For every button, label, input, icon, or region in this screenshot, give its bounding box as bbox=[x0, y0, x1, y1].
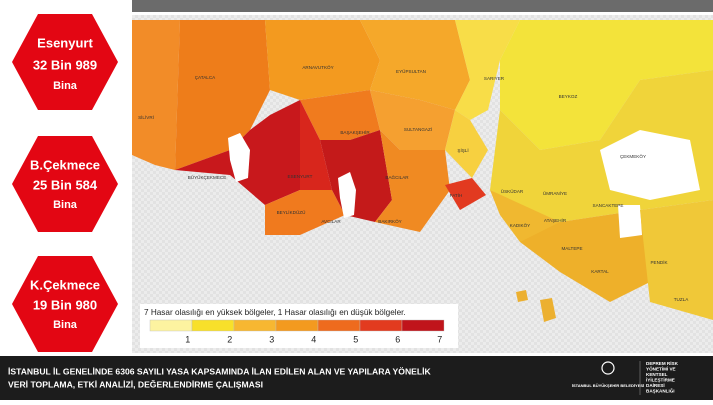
legend-swatch bbox=[359, 319, 403, 332]
badge-unit: Bina bbox=[53, 319, 78, 331]
district-label: FATİH bbox=[450, 192, 463, 198]
legend-level: 4 bbox=[311, 334, 316, 344]
legend-title: 7 Hasar olasılığı en yüksek bölgeler, 1 … bbox=[144, 308, 406, 317]
district bbox=[455, 20, 520, 120]
footer: İSTANBUL İL GENELİNDE 6306 SAYILI YASA K… bbox=[0, 356, 713, 400]
logo-icon bbox=[601, 361, 615, 375]
legend-level: 1 bbox=[185, 334, 190, 344]
district bbox=[265, 190, 345, 235]
legend-swatch bbox=[149, 319, 193, 332]
district-label: SULTANGAZİ bbox=[404, 126, 432, 132]
logo-text: İSTANBUL BÜYÜKŞEHİR BELEDİYESİ bbox=[572, 383, 644, 388]
district-label: BAŞAKŞEHİR bbox=[340, 129, 370, 135]
district-label: SANCAKTEPE bbox=[593, 203, 624, 208]
island bbox=[540, 298, 556, 322]
badge-unit: Bina bbox=[53, 199, 78, 211]
district-label: ATAŞEHİR bbox=[544, 217, 567, 223]
lake bbox=[228, 133, 250, 182]
agency-text: KENTSEL bbox=[646, 372, 668, 377]
district-label: BEYKOZ bbox=[559, 94, 578, 99]
district-label: PENDİK bbox=[650, 259, 668, 265]
district bbox=[320, 130, 392, 222]
badge bbox=[12, 14, 118, 110]
badge-district: Esenyurt bbox=[37, 35, 93, 50]
badge-unit: Bina bbox=[53, 80, 78, 92]
agency-text: BAŞKANLIĞI bbox=[646, 387, 675, 394]
legend: 7 Hasar olasılığı en yüksek bölgeler, 1 … bbox=[140, 304, 458, 348]
legend-swatch bbox=[401, 319, 445, 332]
top-bar bbox=[132, 0, 713, 12]
district-label: KARTAL bbox=[591, 269, 609, 274]
agency-text: İYİLEŞTİRME bbox=[646, 377, 675, 383]
district-label: EYÜPSULTAN bbox=[396, 68, 426, 74]
district-label: ÇATALCA bbox=[195, 75, 216, 80]
footer-bar bbox=[0, 356, 713, 400]
district-label: SARIYER bbox=[484, 76, 505, 81]
legend-level: 3 bbox=[269, 334, 274, 344]
district-label: MALTEPE bbox=[561, 246, 582, 251]
district-label: AVCILAR bbox=[321, 219, 341, 224]
district bbox=[375, 130, 450, 232]
badge bbox=[12, 136, 118, 232]
district bbox=[640, 200, 713, 320]
agency-text: DEPREM RİSK bbox=[646, 360, 679, 366]
badge bbox=[12, 256, 118, 352]
district-label: ÇEKMEKÖY bbox=[620, 153, 646, 159]
district bbox=[445, 178, 486, 210]
legend-swatch bbox=[317, 319, 361, 332]
legend-level: 5 bbox=[353, 334, 358, 344]
legend-level: 2 bbox=[227, 334, 232, 344]
agency-text: YÖNETİMİ VE bbox=[646, 366, 676, 372]
district bbox=[360, 20, 470, 110]
lake bbox=[338, 172, 356, 218]
district-label: TUZLA bbox=[674, 297, 689, 302]
district-label: ÜSKÜDAR bbox=[501, 188, 524, 194]
district-label: BÜYÜKÇEKMECE bbox=[188, 174, 227, 180]
badge-count: 19 Bin 980 bbox=[33, 297, 97, 312]
agency-text: DAİRESİ bbox=[646, 382, 665, 388]
badge-count: 32 Bin 989 bbox=[33, 57, 97, 72]
district bbox=[520, 210, 650, 302]
island bbox=[516, 290, 528, 302]
district bbox=[175, 20, 270, 170]
legend-swatch bbox=[275, 319, 319, 332]
district-label: BAĞCILAR bbox=[385, 174, 409, 180]
badge-district: K.Çekmece bbox=[30, 277, 100, 292]
district bbox=[300, 90, 380, 140]
district-label: KADIKÖY bbox=[510, 222, 530, 228]
district bbox=[265, 20, 380, 100]
legend-level: 6 bbox=[395, 334, 400, 344]
district bbox=[445, 110, 488, 178]
badge-count: 25 Bin 584 bbox=[33, 177, 98, 192]
district-label: BAKIRKÖY bbox=[378, 218, 402, 224]
district-label: SİLİVRİ bbox=[138, 114, 154, 120]
legend-level: 7 bbox=[437, 334, 442, 344]
district bbox=[132, 20, 180, 170]
district-label: BEYLİKDÜZÜ bbox=[277, 209, 306, 215]
legend-swatch bbox=[233, 319, 277, 332]
district bbox=[500, 20, 713, 150]
map: ÇATALCA SİLİVRİ ARNAVUTKÖY EYÜPSULTAN SA… bbox=[132, 15, 713, 353]
white-area bbox=[618, 205, 642, 238]
district-label: ESENYURT bbox=[288, 174, 313, 179]
district-label: ÜMRANİYE bbox=[543, 190, 567, 196]
footer-line: İSTANBUL İL GENELİNDE 6306 SAYILI YASA K… bbox=[8, 366, 432, 376]
white-area bbox=[600, 130, 700, 200]
district bbox=[300, 100, 332, 190]
badges: Esenyurt 32 Bin 989 Bina B.Çekmece 25 Bi… bbox=[12, 14, 118, 352]
district-label: ARNAVUTKÖY bbox=[302, 64, 333, 70]
footer-line: VERİ TOPLAMA, ETKİ ANALİZİ, DEĞERLENDİRM… bbox=[8, 378, 263, 389]
badge-district: B.Çekmece bbox=[30, 157, 100, 172]
district bbox=[370, 90, 455, 150]
district-label: ŞİŞLİ bbox=[457, 147, 468, 153]
legend-swatch bbox=[191, 319, 235, 332]
